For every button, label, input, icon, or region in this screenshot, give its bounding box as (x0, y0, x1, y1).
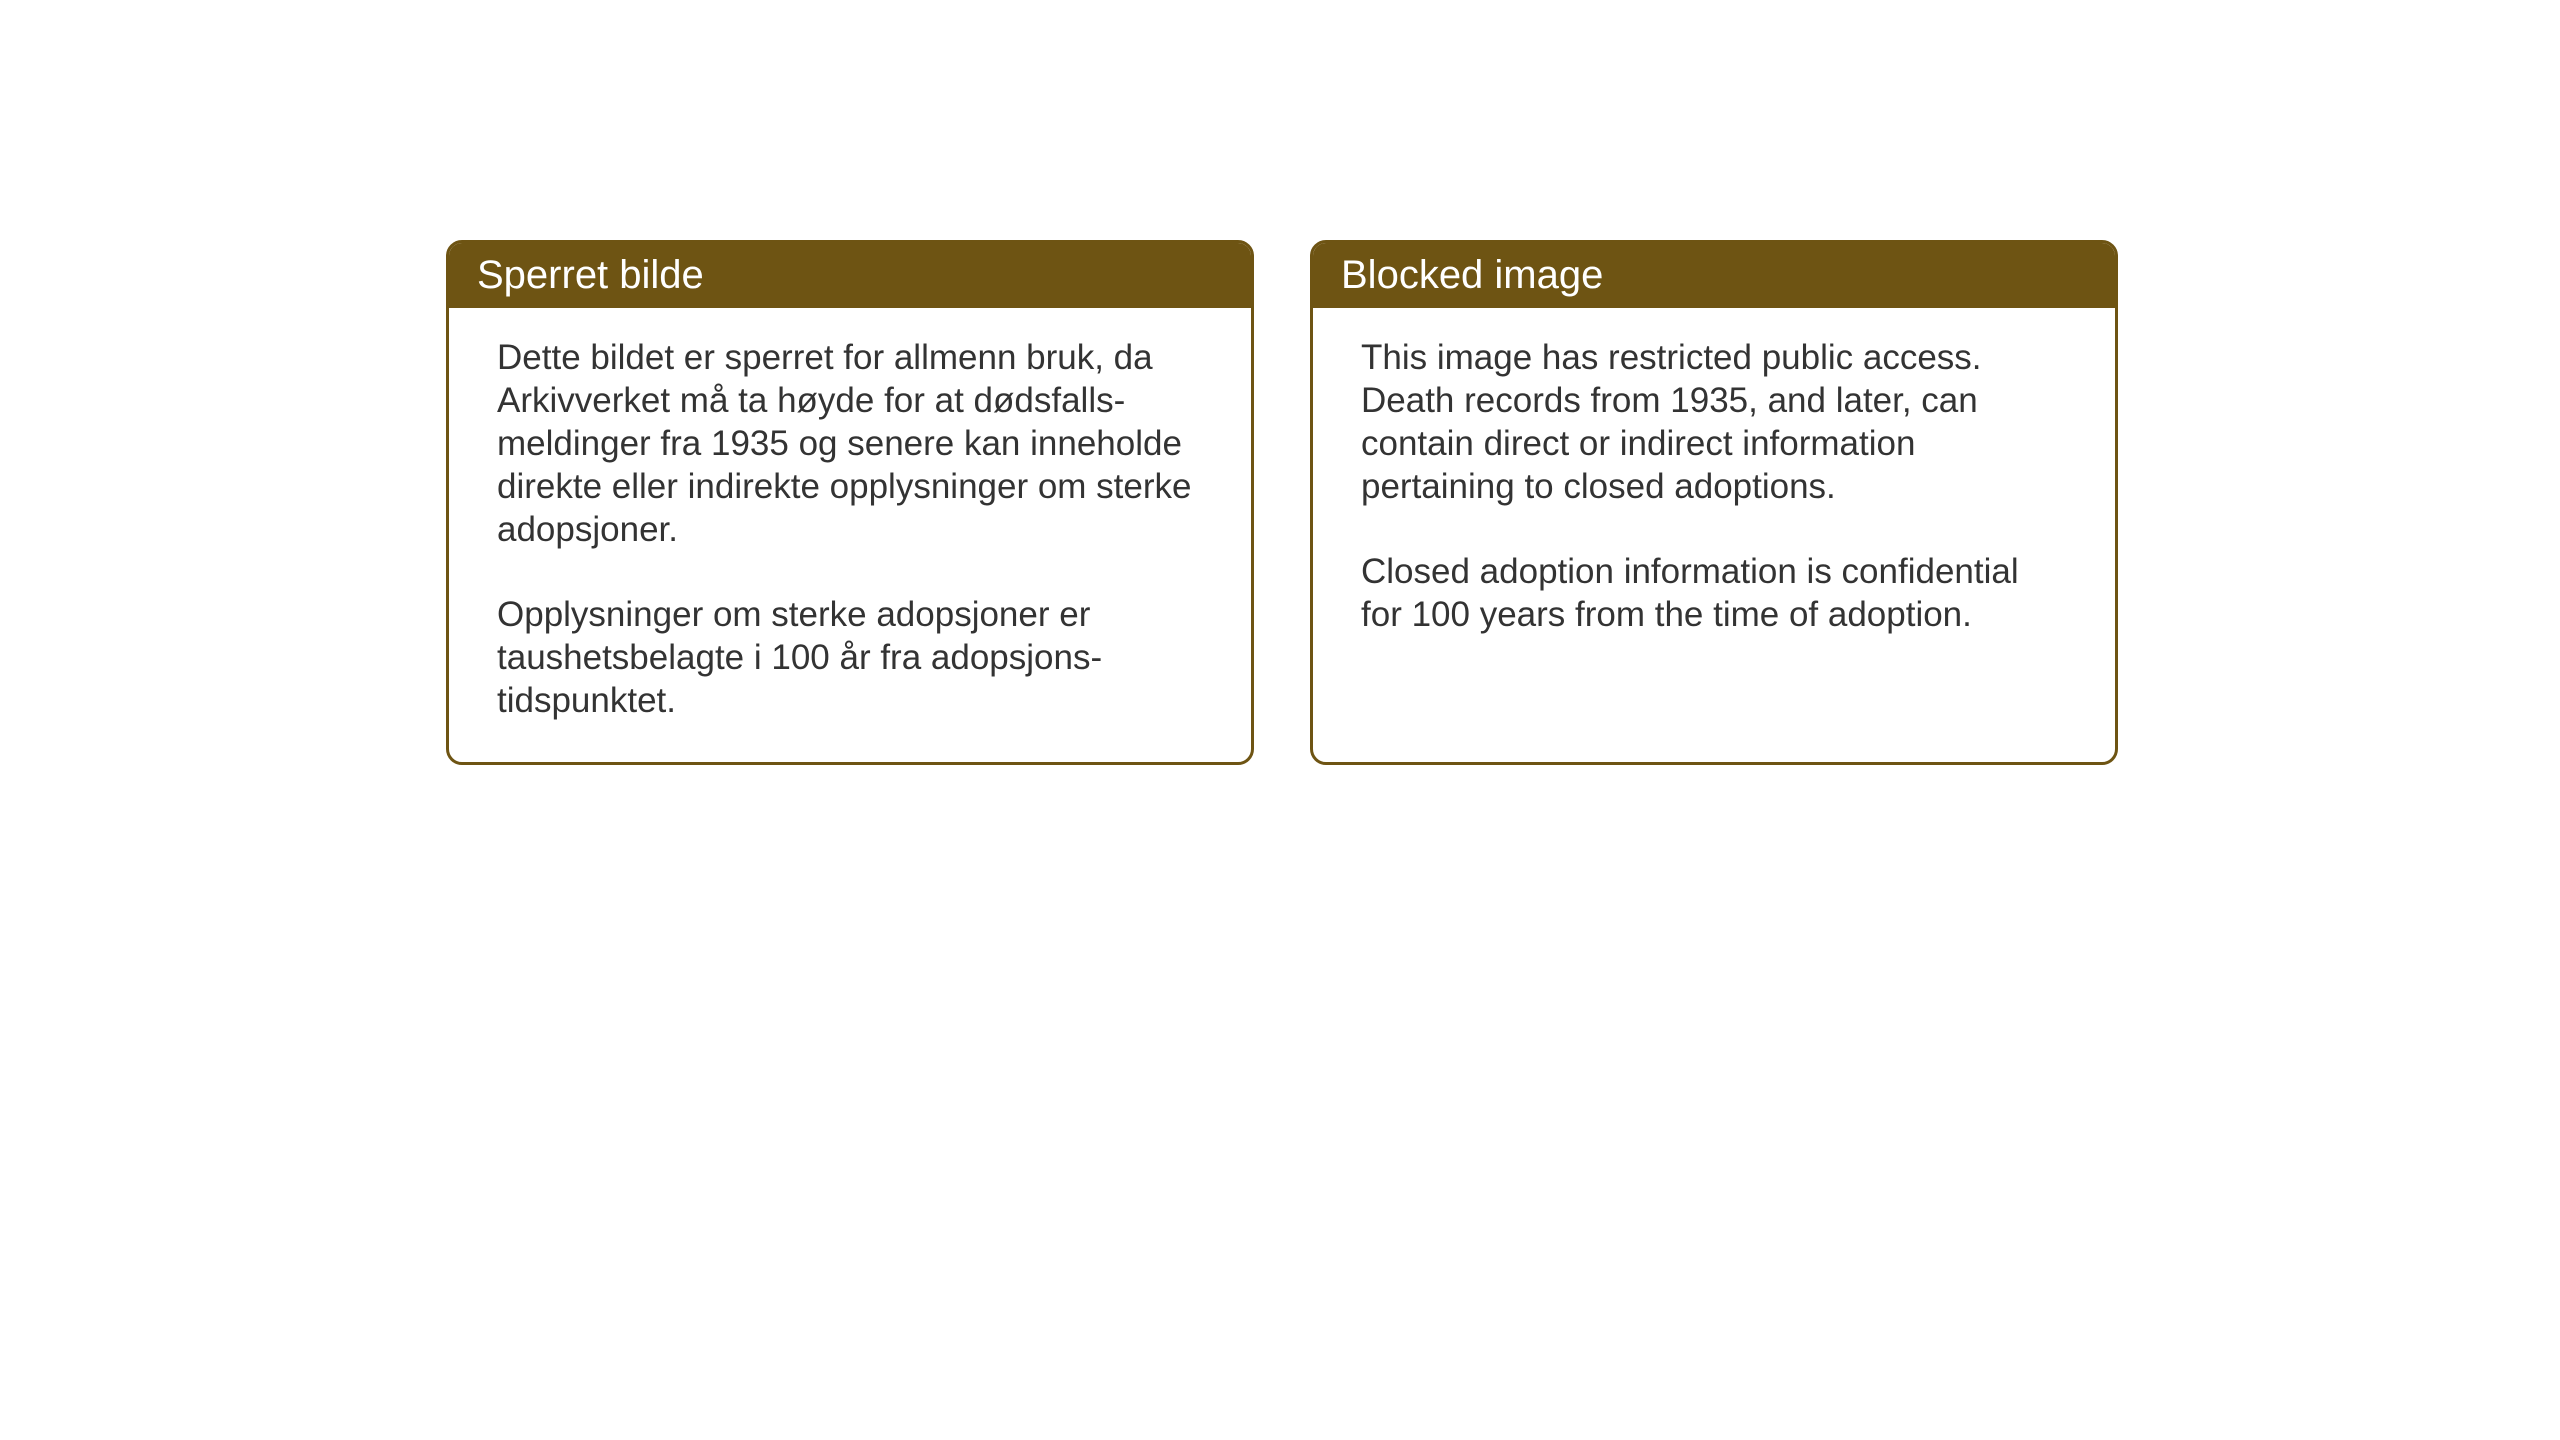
notice-paragraph-2-norwegian: Opplysninger om sterke adopsjoner er tau… (497, 593, 1203, 722)
notice-card-norwegian: Sperret bilde Dette bildet er sperret fo… (446, 240, 1254, 765)
notice-title-norwegian: Sperret bilde (477, 253, 704, 297)
notice-paragraph-2-english: Closed adoption information is confident… (1361, 550, 2067, 636)
notice-paragraph-1-norwegian: Dette bildet er sperret for allmenn bruk… (497, 336, 1203, 551)
notice-header-english: Blocked image (1313, 243, 2115, 308)
notice-container: Sperret bilde Dette bildet er sperret fo… (446, 240, 2118, 765)
notice-title-english: Blocked image (1341, 253, 1603, 297)
notice-body-norwegian: Dette bildet er sperret for allmenn bruk… (449, 308, 1251, 762)
notice-header-norwegian: Sperret bilde (449, 243, 1251, 308)
notice-body-english: This image has restricted public access.… (1313, 308, 2115, 738)
notice-paragraph-1-english: This image has restricted public access.… (1361, 336, 2067, 508)
notice-card-english: Blocked image This image has restricted … (1310, 240, 2118, 765)
